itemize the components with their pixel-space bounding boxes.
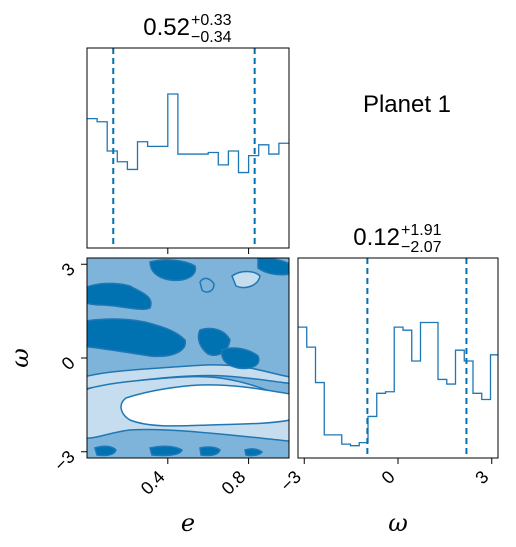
e-histogram-xticks bbox=[167, 248, 250, 254]
joint-yticks: −3 0 3 bbox=[50, 259, 87, 475]
e-histogram-step bbox=[87, 93, 289, 174]
omega-summary-minus: −2.07 bbox=[401, 239, 442, 256]
omega-xtick-label-2: 3 bbox=[471, 467, 492, 488]
e-summary-minus: −0.34 bbox=[191, 29, 232, 46]
joint-e-xtick-label-1: 0.8 bbox=[218, 467, 250, 499]
contour-inner-regions bbox=[87, 258, 289, 457]
e-quantile-lines bbox=[112, 48, 256, 248]
omega-xtick-label-0: −3 bbox=[276, 467, 305, 496]
omega-summary-title: 0.12 bbox=[353, 224, 400, 251]
joint-ylabel: ω bbox=[6, 348, 34, 368]
e-summary-title: 0.52 bbox=[143, 14, 190, 41]
omega-xticks: −3 0 3 bbox=[276, 458, 493, 496]
contour-small-light bbox=[231, 270, 261, 289]
omega-histogram-panel: −3 0 3 ω 0.12 +1.91 −2.07 bbox=[276, 222, 499, 537]
joint-ytick-label-2: 3 bbox=[58, 259, 79, 280]
contour-small-middle bbox=[199, 277, 215, 293]
joint-ytick-label-1: 0 bbox=[58, 353, 79, 374]
omega-histogram-step bbox=[298, 321, 498, 447]
contour-white-hole bbox=[120, 384, 289, 427]
joint-xticks: 0.4 0.8 bbox=[137, 458, 250, 499]
e-histogram-panel: 0.52 +0.33 −0.34 bbox=[86, 12, 290, 254]
e-histogram-frame bbox=[86, 47, 290, 249]
omega-median-label: 0.12 bbox=[353, 224, 400, 251]
joint-ytick-label-0: −3 bbox=[50, 446, 79, 475]
omega-histogram-frame bbox=[297, 257, 499, 459]
joint-contour-panel: 0.4 0.8 −3 0 3 e ω bbox=[6, 257, 290, 537]
omega-xtick-label-1: 0 bbox=[378, 467, 399, 488]
omega-summary-plus: +1.91 bbox=[401, 222, 442, 239]
contour-light-band bbox=[87, 364, 289, 390]
joint-e-xtick-label-0: 0.4 bbox=[137, 467, 169, 499]
omega-xlabel: ω bbox=[388, 509, 408, 537]
omega-quantile-lines bbox=[366, 258, 468, 458]
joint-xlabel: e bbox=[181, 509, 195, 537]
e-median-label: 0.52 bbox=[143, 14, 190, 41]
planet-label: Planet 1 bbox=[363, 91, 451, 118]
e-summary-plus: +0.33 bbox=[191, 12, 232, 29]
